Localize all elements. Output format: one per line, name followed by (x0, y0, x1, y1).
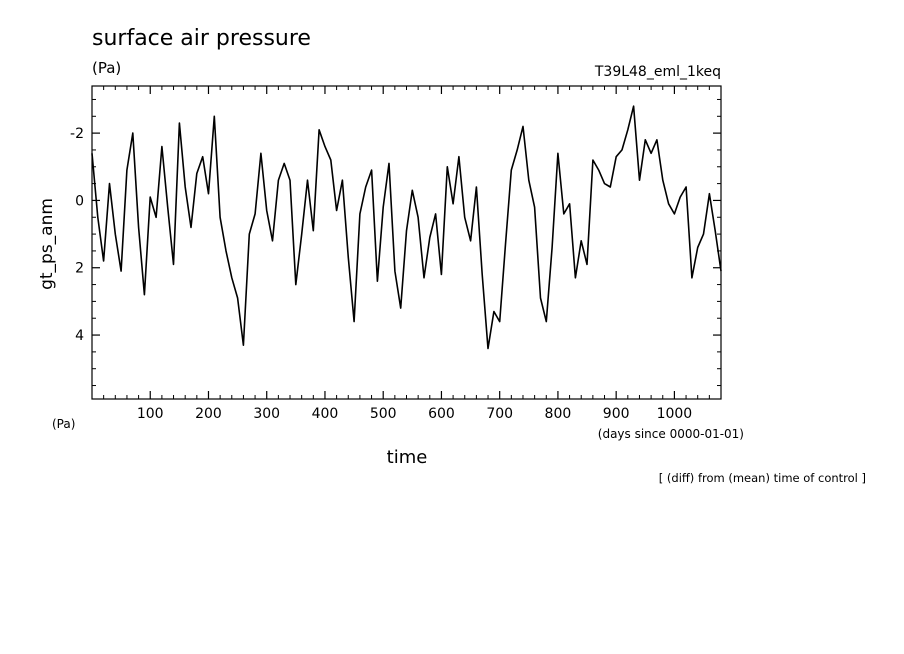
x-tick-label: 1000 (657, 406, 693, 422)
y-axis-ticks: -2 0 2 4 (70, 126, 721, 344)
chart-title: surface air pressure (92, 26, 311, 51)
x-tick-label: 700 (486, 406, 513, 422)
x-tick-label: 100 (137, 406, 164, 422)
y-axis-units: (Pa) (52, 417, 75, 431)
x-axis-units: (days since 0000-01-01) (598, 427, 744, 441)
plot-area: 100 200 300 400 500 600 700 800 900 1000 -2 0 2 4 (70, 85, 722, 422)
x-tick-label: 600 (428, 406, 455, 422)
x-tick-label: 300 (253, 406, 280, 422)
y-tick-label: 4 (75, 328, 84, 344)
units-label: (Pa) (92, 59, 121, 77)
x-tick-label: 400 (312, 406, 339, 422)
y-axis-label: gt_ps_anm (37, 198, 57, 290)
x-tick-label: 800 (545, 406, 572, 422)
y-tick-label: 2 (75, 261, 84, 277)
footnote: [ (diff) from (mean) time of control ] (659, 471, 866, 485)
experiment-label: T39L48_eml_1keq (594, 64, 721, 80)
x-tick-label: 500 (370, 406, 397, 422)
x-tick-label: 900 (603, 406, 630, 422)
x-tick-label: 200 (195, 406, 222, 422)
x-axis-label: time (387, 447, 428, 468)
y-tick-label: 0 (75, 193, 84, 209)
y-tick-label: -2 (70, 126, 84, 142)
series-line (91, 105, 722, 350)
x-axis-ticks: 100 200 300 400 500 600 700 800 900 1000 (137, 86, 692, 422)
